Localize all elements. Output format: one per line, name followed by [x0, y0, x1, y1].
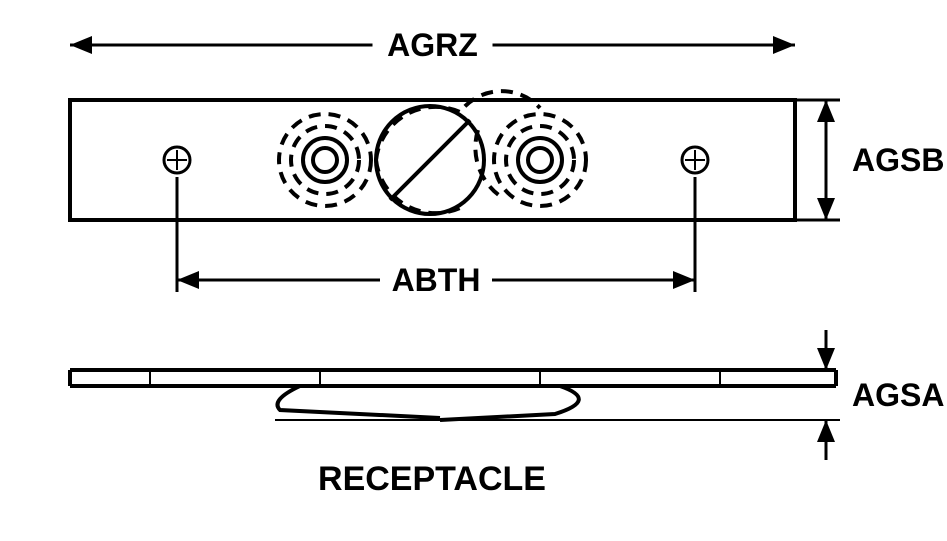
- arrowhead: [817, 348, 835, 370]
- side-spring-left: [278, 386, 441, 418]
- center-slot-divider: [390, 120, 470, 200]
- left-cluster-solid-outer: [303, 138, 347, 182]
- diagram-title: RECEPTACLE: [318, 460, 546, 498]
- arrowhead: [817, 198, 835, 220]
- arrowhead: [70, 36, 92, 54]
- label-agsa: AGSA: [852, 377, 944, 413]
- right-cluster-solid-outer: [518, 138, 562, 182]
- right-cluster-solid-inner: [528, 148, 552, 172]
- label-abth: ABTH: [392, 262, 481, 298]
- arrowhead: [773, 36, 795, 54]
- arrowhead: [817, 420, 835, 442]
- arrowhead: [177, 271, 199, 289]
- center-dashed-link: [376, 91, 540, 213]
- arrowhead: [817, 100, 835, 122]
- arrowhead: [673, 271, 695, 289]
- side-spring-right: [440, 386, 579, 420]
- label-agrz: AGRZ: [387, 27, 478, 63]
- label-agsb: AGSB: [852, 142, 944, 178]
- left-cluster-solid-inner: [313, 148, 337, 172]
